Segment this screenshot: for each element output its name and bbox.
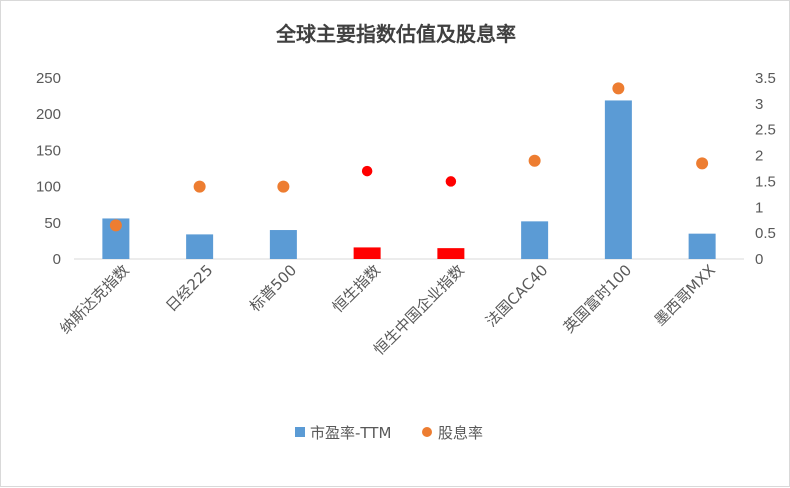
bar-pe — [605, 100, 632, 259]
category-label: 恒生中国企业指数 — [370, 261, 468, 359]
dot-yield — [361, 165, 373, 177]
left-tick-label: 150 — [36, 142, 61, 159]
left-tick-label: 250 — [36, 70, 61, 87]
right-tick-label: 0 — [755, 251, 763, 268]
dot-yield — [696, 157, 708, 169]
dot-yield — [612, 82, 624, 94]
left-axis: 0 50 100 150 200 250 — [36, 70, 61, 268]
legend-label-yield: 股息率 — [438, 424, 483, 442]
dot-yield — [110, 219, 122, 231]
legend-marker-pe — [295, 427, 305, 437]
left-tick-label: 200 — [36, 106, 61, 123]
category-label: 标普500 — [246, 261, 300, 315]
bar-pe — [354, 247, 381, 259]
right-tick-label: 3.5 — [755, 70, 776, 87]
legend-label-pe: 市盈率-TTM — [310, 424, 391, 442]
left-tick-label: 100 — [36, 179, 61, 196]
dot-yield — [194, 181, 206, 193]
category-label: 恒生指数 — [329, 261, 384, 316]
category-label: 法国CAC40 — [482, 261, 551, 330]
left-tick-label: 0 — [53, 251, 61, 268]
category-label: 纳斯达克指数 — [56, 261, 132, 337]
bar-pe — [689, 234, 716, 259]
right-tick-label: 0.5 — [755, 225, 776, 242]
right-tick-label: 2 — [755, 148, 763, 165]
category-label: 日经225 — [162, 261, 216, 315]
bar-series — [102, 100, 715, 259]
legend: 市盈率-TTM 股息率 — [295, 424, 483, 442]
bar-pe — [521, 221, 548, 259]
bar-pe — [270, 230, 297, 259]
right-tick-label: 3 — [755, 96, 763, 113]
left-tick-label: 50 — [44, 215, 61, 232]
bar-pe — [437, 248, 464, 259]
chart-title: 全球主要指数估值及股息率 — [275, 22, 516, 46]
dot-yield — [445, 175, 457, 187]
right-tick-label: 2.5 — [755, 122, 776, 139]
dot-yield — [529, 155, 541, 167]
category-label: 墨西哥MXX — [651, 261, 719, 329]
right-tick-label: 1.5 — [755, 173, 776, 190]
right-tick-label: 1 — [755, 199, 763, 216]
dot-yield — [277, 181, 289, 193]
right-axis: 0 0.5 1 1.5 2 2.5 3 3.5 — [755, 70, 776, 268]
category-label: 英国富时100 — [560, 261, 635, 336]
bar-pe — [186, 234, 213, 259]
legend-marker-yield — [422, 427, 432, 437]
